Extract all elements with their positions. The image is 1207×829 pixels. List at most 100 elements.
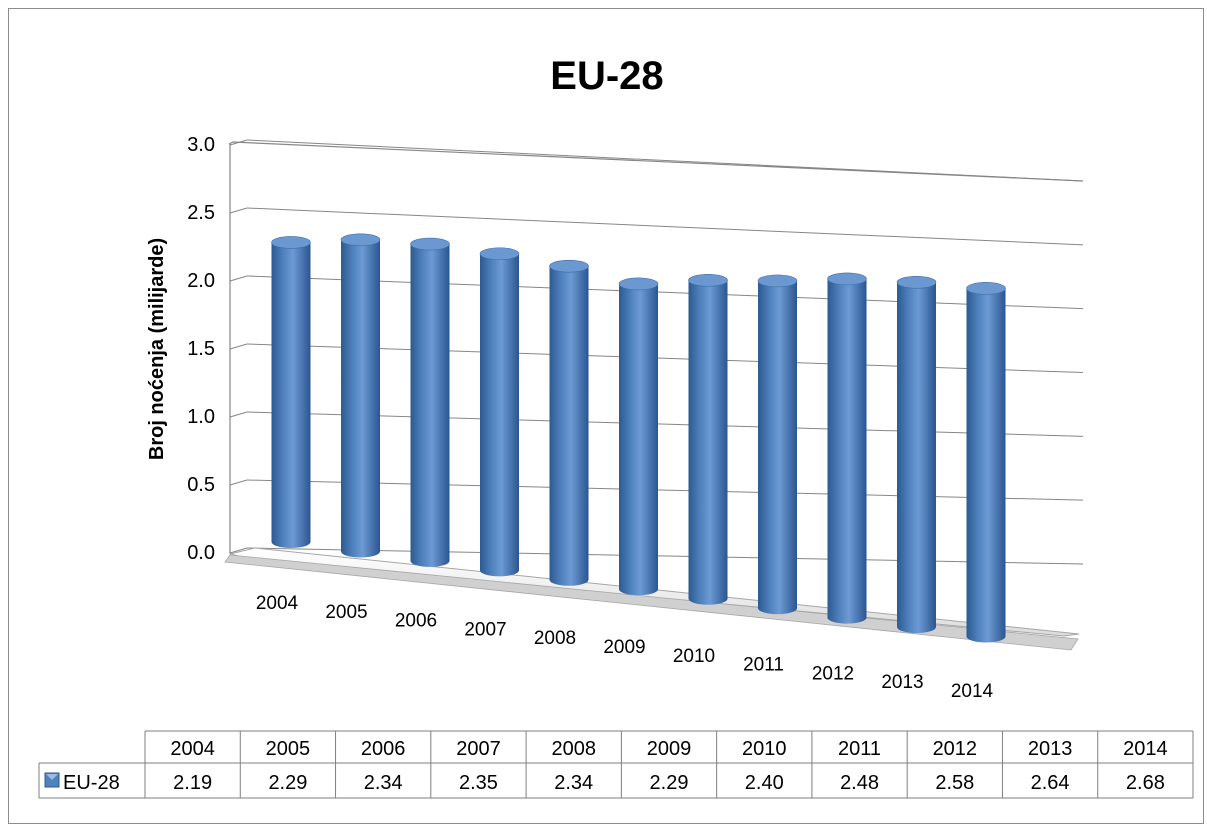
gridline [246,547,1084,565]
bar-cap [549,259,589,273]
gridline-side [229,207,248,214]
table-value-cell: 2.40 [745,772,784,794]
table-header-cell: 2010 [742,738,787,760]
legend-series-name: EU-28 [63,772,120,794]
table-value-cell: 2.35 [459,772,498,794]
bar-body [619,283,658,596]
floor-edge [224,554,1079,651]
x-tick-label: 2008 [534,628,576,649]
y-tick-label: 2.5 [187,202,215,224]
data-table: 2004 2.19 2005 2.29 2006 2.34 2007 2.35 2008 2.34… [38,730,1194,799]
bar-2010 [688,274,728,605]
y-tick-label: 1.5 [187,338,215,360]
table-header-cell: 2009 [647,738,692,760]
table-value-cell: 2.29 [650,772,689,794]
bar-body [271,242,311,549]
bar-body [410,244,450,567]
bar-2004 [271,236,311,549]
gridline-side [229,275,248,282]
legend-key-shine [46,774,58,780]
x-axis-ticks: 2004 2005 2006 2007 2008 2009 2010 2011 2012 2013… [256,593,994,702]
bar-cap [827,272,867,286]
x-tick-label: 2010 [673,646,715,667]
bar-2013 [896,275,937,634]
x-tick-label: 2007 [464,619,506,640]
bar-cap [410,237,450,251]
bar-cap [271,236,311,249]
table-header-cell: 2011 [838,738,881,760]
bar-body [897,282,936,634]
bar-body [549,266,589,586]
gridline [246,479,1084,501]
y-tick-label: 0.0 [187,542,215,564]
bar-body [341,239,380,558]
bar-cap [757,274,798,288]
table-value-cell: 2.68 [1126,772,1165,794]
x-tick-label: 2011 [743,655,784,676]
bar-2009 [618,277,659,596]
x-tick-label: 2005 [325,602,367,623]
gridline-side [229,547,248,554]
y-tick-label: 1.0 [187,406,215,428]
bar-body [688,280,728,605]
bars [271,233,1006,643]
gridline-side [229,343,248,350]
bar-2012 [827,272,867,624]
bar-cap [479,247,520,261]
table-value-cell: 2.58 [935,772,974,794]
table-value-cell: 2.64 [1031,772,1070,794]
y-axis-label: Broj noćenja (milijarde) [146,238,168,460]
bar-cap [618,277,659,291]
chart-canvas: EU-28 0.0 0.5 1.0 1.5 2.0 2.5 3.0 2004 2005 2006… [38,54,1194,799]
bar-cap [896,275,937,289]
gridline-side [229,479,248,486]
back-wall-top [228,141,1084,182]
x-tick-label: 2004 [256,593,299,614]
x-tick-label: 2012 [812,663,854,684]
bar-cap [688,274,728,287]
bar-cap [340,233,381,247]
bar-2005 [340,233,381,558]
table-value-cell: 2.19 [173,772,212,794]
bar-body [758,280,797,615]
chart-frame: EU-28 0.0 0.5 1.0 1.5 2.0 2.5 3.0 2004 2005 2006… [8,8,1204,824]
x-tick-label: 2006 [395,611,437,632]
table-header-cell: 2013 [1028,738,1073,760]
gridline [246,207,1084,246]
y-tick-label: 3.0 [187,134,215,156]
table-value-cell: 2.34 [364,772,403,794]
bar-2007 [479,247,520,577]
bar-2011 [757,274,798,615]
gridline [246,343,1084,373]
bar-cap [966,282,1006,295]
gridlines [229,139,1084,565]
table-header-cell: 2007 [456,738,501,760]
table-value-cell: 2.34 [554,772,593,794]
bar-2006 [410,237,450,567]
table-header-cell: 2006 [361,738,406,760]
y-tick-label: 0.5 [187,474,215,496]
bar-body [966,288,1006,643]
x-tick-label: 2009 [603,637,645,658]
gridline-side [229,139,248,146]
table-header-cell: 2005 [266,738,311,760]
bar-2014 [966,282,1006,643]
x-tick-label: 2013 [881,672,923,693]
table-header-cell: 2014 [1123,738,1168,760]
gridline [246,275,1084,310]
gridline [246,411,1084,437]
bar-body [827,278,867,624]
table-header-cell: 2012 [933,738,978,760]
y-tick-label: 2.0 [187,270,215,292]
bar-body [480,253,519,577]
gridline-side [229,411,248,418]
chart-title: EU-28 [550,54,663,98]
x-tick-label: 2014 [951,681,994,702]
table-header-cell: 2008 [551,738,596,760]
table-header-cell: 2004 [170,738,215,760]
table-value-cell: 2.48 [840,772,879,794]
y-axis-ticks: 0.0 0.5 1.0 1.5 2.0 2.5 3.0 [187,134,215,564]
table-value-cell: 2.29 [268,772,307,794]
bar-2008 [549,259,589,586]
gridline [246,139,1084,182]
